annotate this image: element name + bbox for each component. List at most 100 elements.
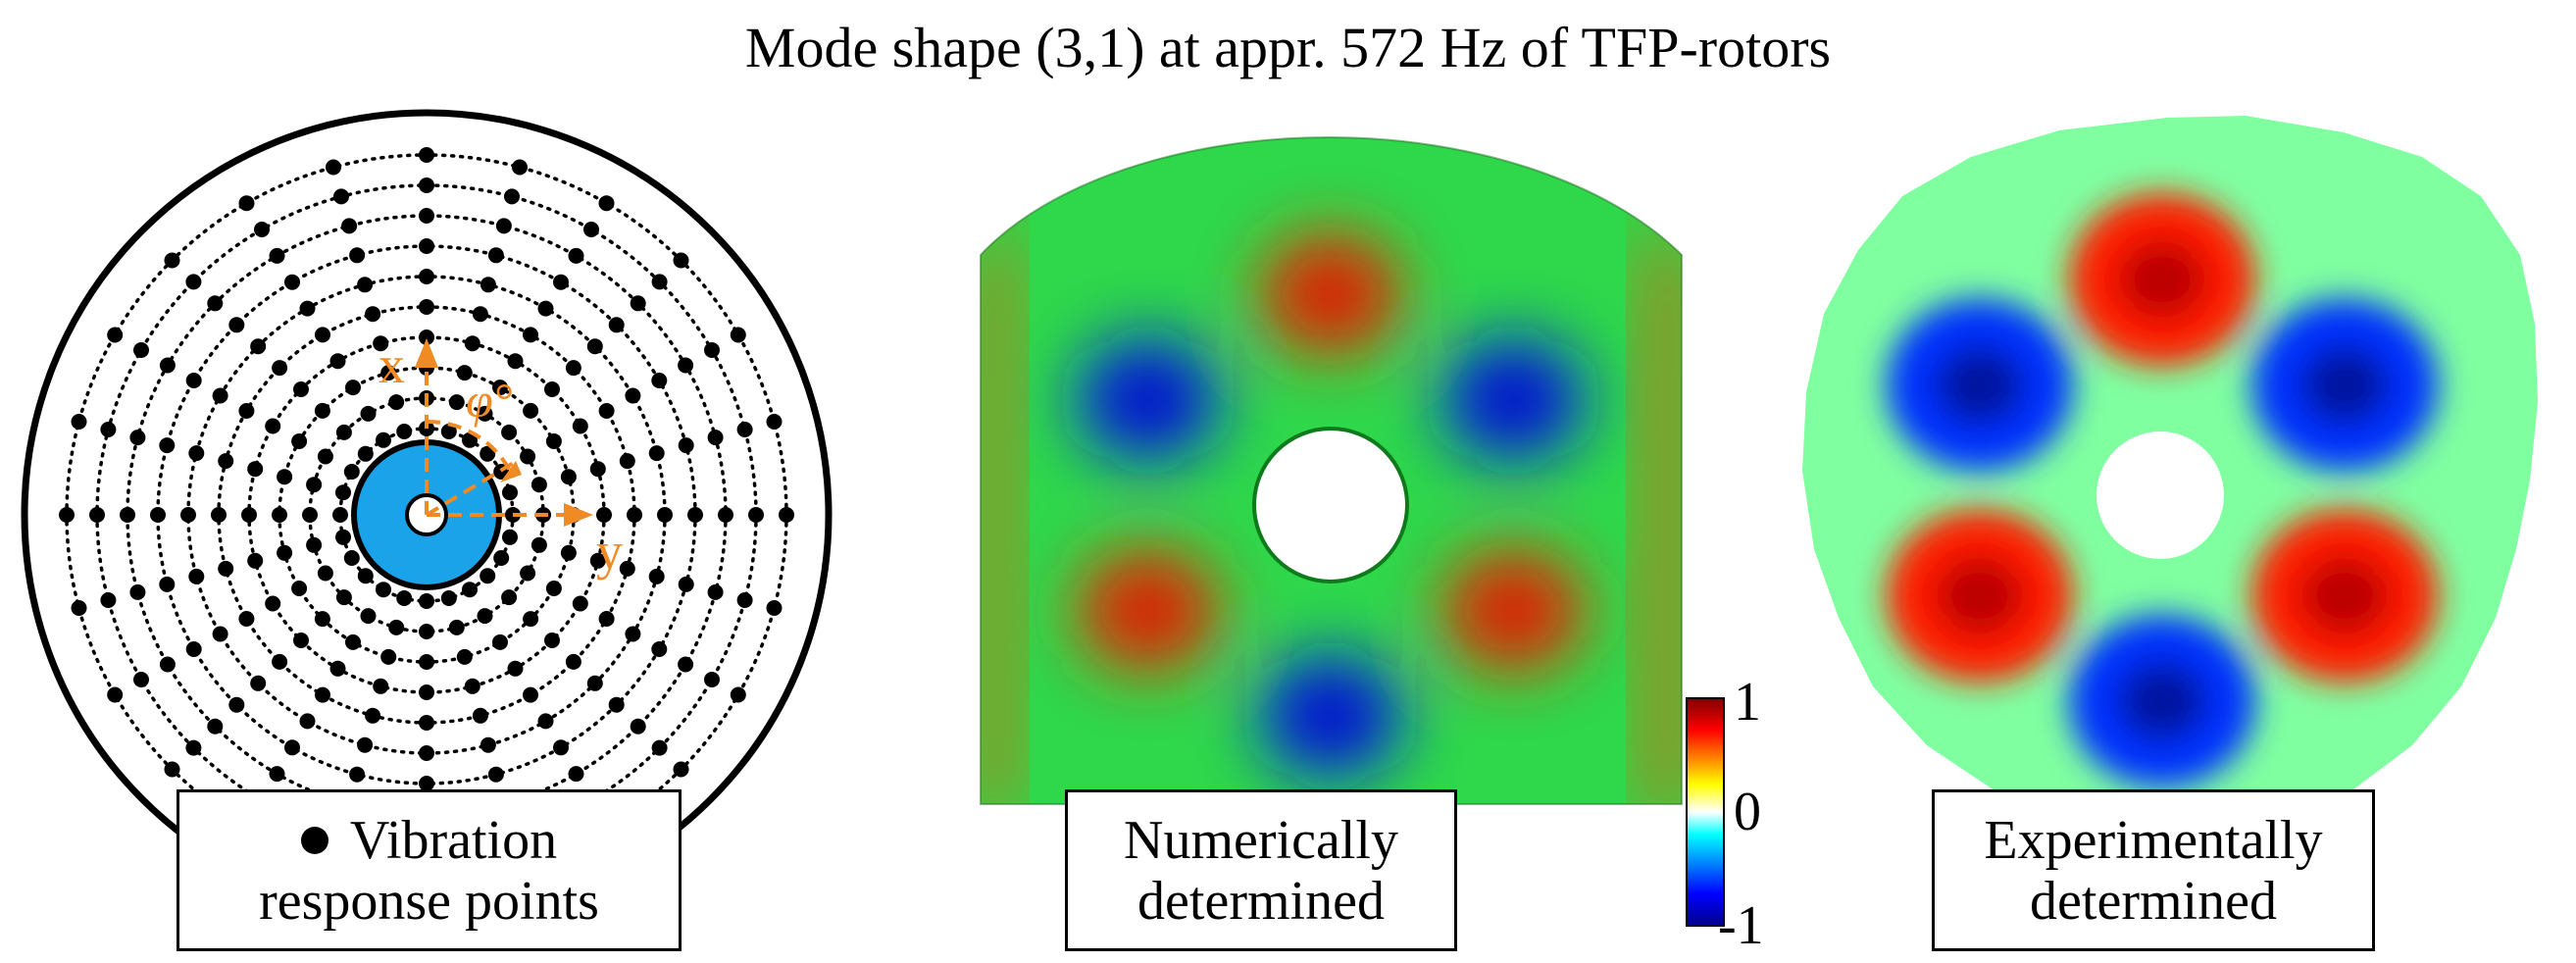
x-axis-label: x [379, 335, 405, 394]
measurement-point [357, 568, 374, 584]
measurement-point [707, 430, 724, 446]
numerical-label-line-1: Numerically [1124, 809, 1398, 871]
measurement-point [419, 593, 434, 609]
measurement-point [480, 568, 496, 584]
y-axis-label: y [596, 522, 623, 581]
measurement-point [284, 739, 300, 756]
measurement-point [779, 507, 794, 523]
measurement-point [627, 507, 642, 523]
measurement-point [373, 335, 389, 352]
measurement-point [477, 405, 493, 422]
measurement-point [365, 707, 381, 724]
measurement-point [707, 583, 724, 600]
measurement-point [314, 402, 330, 419]
measurement-point [388, 619, 405, 635]
measurement-point [107, 686, 124, 703]
figure-title: Mode shape (3,1) at appr. 572 Hz of TFP-… [744, 16, 1832, 79]
measurement-point [456, 648, 473, 665]
measurement-point [530, 536, 547, 553]
measurement-point [766, 600, 783, 616]
measurement-point [299, 713, 316, 730]
measurement-point [440, 424, 457, 439]
measurement-point [678, 437, 694, 454]
measurement-point [71, 414, 87, 430]
measurement-point [568, 766, 584, 783]
colorbar [1686, 697, 1725, 927]
measurement-point [572, 595, 588, 612]
measurement-point [492, 634, 508, 650]
mode-lobe [2118, 240, 2206, 319]
measurement-point [537, 300, 554, 317]
measurement-point [306, 477, 323, 493]
measurement-point [159, 437, 176, 454]
measurement-point [129, 430, 146, 446]
measurement-point [648, 445, 665, 462]
measurement-point [730, 686, 746, 703]
measurement-point [419, 745, 434, 761]
experimental-label-line-2: determined [2030, 870, 2277, 932]
measurement-point [315, 686, 330, 703]
measurement-point [335, 484, 351, 501]
measurement-point [462, 431, 478, 448]
measurement-point [335, 589, 352, 606]
measurement-point [730, 327, 746, 343]
measurement-point [419, 299, 434, 315]
measurement-point [373, 678, 389, 694]
measurement-point [228, 696, 245, 713]
measurement-point [100, 422, 117, 437]
measurement-point [492, 380, 508, 396]
experimental-label-box: Experimentally determined [1932, 789, 2375, 951]
measurement-point [254, 222, 270, 237]
measurement-point [360, 405, 377, 422]
measurement-point [419, 329, 434, 345]
measurement-points [59, 147, 794, 883]
angle-label: φ° [466, 373, 513, 428]
measurement-point [317, 448, 333, 465]
mode-lobe [2300, 345, 2390, 425]
measurement-point [265, 595, 281, 612]
legend-dot-icon [300, 826, 328, 854]
measurement-point [625, 626, 641, 642]
measurement-point [188, 568, 205, 584]
measurement-point [553, 739, 569, 756]
measurement-point [523, 611, 539, 628]
measurement-point [357, 445, 374, 462]
numerical-label-line-2: determined [1137, 870, 1385, 932]
measurement-point [598, 611, 615, 627]
measurement-point [185, 274, 202, 290]
measurement-point [269, 247, 285, 264]
measurement-point [678, 357, 694, 374]
angle-arc [426, 419, 512, 472]
measurement-point [678, 656, 694, 673]
measurement-point [419, 238, 434, 254]
measurement-point [100, 592, 117, 608]
measurement-point [357, 736, 374, 753]
measurement-point [565, 360, 581, 377]
measurement-point [572, 418, 588, 434]
measurement-point [523, 327, 538, 343]
measurement-point [306, 536, 323, 553]
measurement-point [630, 718, 646, 735]
measurement-point [419, 208, 434, 224]
measurement-point [332, 507, 348, 523]
measurement-point [291, 433, 308, 449]
measurement-point [120, 507, 135, 523]
mode-lobe [1935, 345, 2024, 425]
measurement-point [565, 653, 581, 670]
measurement-point [326, 159, 341, 176]
measurement-point [507, 660, 524, 677]
measurement-point [477, 608, 493, 625]
measurement-point [317, 565, 333, 582]
mode-lobe [1293, 263, 1368, 326]
measurement-point [299, 300, 316, 317]
measurement-point [207, 718, 224, 735]
measurement-point [523, 402, 539, 419]
measurement-point [218, 560, 234, 577]
measurement-point [272, 360, 288, 377]
measurement-point [129, 583, 146, 600]
measurement-point [159, 656, 176, 673]
measurement-point [553, 274, 569, 290]
measurement-point [349, 766, 366, 783]
measurement-point [462, 582, 478, 598]
measurement-point [501, 589, 518, 606]
